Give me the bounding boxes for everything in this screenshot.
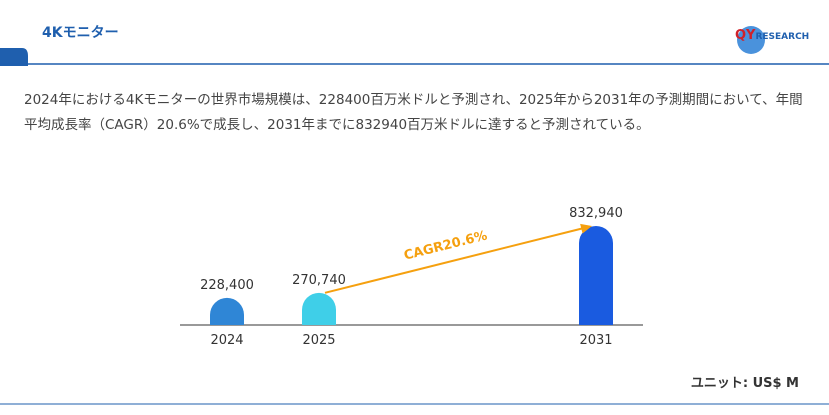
bar <box>302 292 336 325</box>
page-title: 4Kモニター <box>42 25 119 41</box>
cagr-arrowhead <box>580 223 592 234</box>
cagr-arrow <box>324 227 585 294</box>
tab <box>0 48 28 66</box>
description: 2024年における4Kモニターの世界市場規模は、228400百万米ドルと予測され… <box>24 92 803 133</box>
logo: QYRESEARCH <box>735 28 809 43</box>
bar <box>579 226 613 325</box>
logo-mark: QY <box>735 28 756 43</box>
value-label: 228,400 <box>200 278 254 293</box>
logo-globe <box>737 26 765 54</box>
value-label: 270,740 <box>292 273 346 288</box>
x-tick-label: 2025 <box>302 333 335 348</box>
cagr-label: CAGR20.6% <box>402 228 488 263</box>
x-tick-label: 2024 <box>210 333 243 348</box>
logo-text: RESEARCH <box>755 32 810 42</box>
x-tick-label: 2031 <box>579 333 612 348</box>
bar <box>210 297 244 325</box>
value-label: 832,940 <box>569 206 623 221</box>
unit-label: ユニット: US$ M <box>690 376 799 391</box>
